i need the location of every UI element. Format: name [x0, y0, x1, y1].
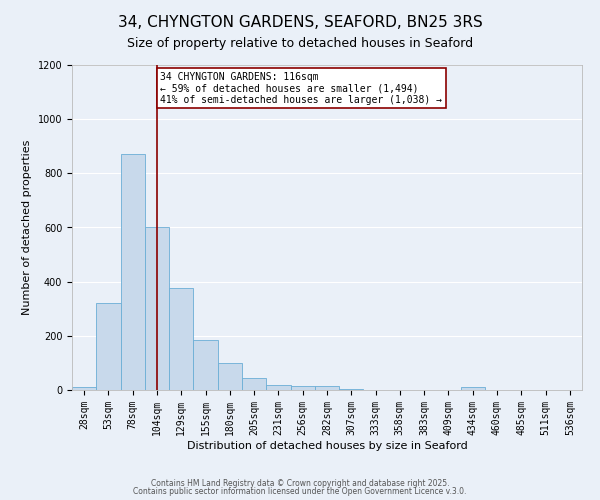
- Bar: [339, 388, 364, 390]
- Bar: [218, 363, 242, 390]
- Bar: [169, 288, 193, 390]
- Text: Size of property relative to detached houses in Seaford: Size of property relative to detached ho…: [127, 38, 473, 51]
- Text: 34 CHYNGTON GARDENS: 116sqm
← 59% of detached houses are smaller (1,494)
41% of : 34 CHYNGTON GARDENS: 116sqm ← 59% of det…: [160, 72, 442, 105]
- Bar: [96, 304, 121, 390]
- X-axis label: Distribution of detached houses by size in Seaford: Distribution of detached houses by size …: [187, 440, 467, 450]
- Bar: [315, 386, 339, 390]
- Bar: [72, 388, 96, 390]
- Text: 34, CHYNGTON GARDENS, SEAFORD, BN25 3RS: 34, CHYNGTON GARDENS, SEAFORD, BN25 3RS: [118, 15, 482, 30]
- Bar: [193, 340, 218, 390]
- Text: Contains HM Land Registry data © Crown copyright and database right 2025.: Contains HM Land Registry data © Crown c…: [151, 478, 449, 488]
- Bar: [266, 384, 290, 390]
- Bar: [121, 154, 145, 390]
- Bar: [290, 386, 315, 390]
- Bar: [461, 388, 485, 390]
- Bar: [145, 228, 169, 390]
- Text: Contains public sector information licensed under the Open Government Licence v.: Contains public sector information licen…: [133, 487, 467, 496]
- Bar: [242, 378, 266, 390]
- Y-axis label: Number of detached properties: Number of detached properties: [22, 140, 32, 315]
